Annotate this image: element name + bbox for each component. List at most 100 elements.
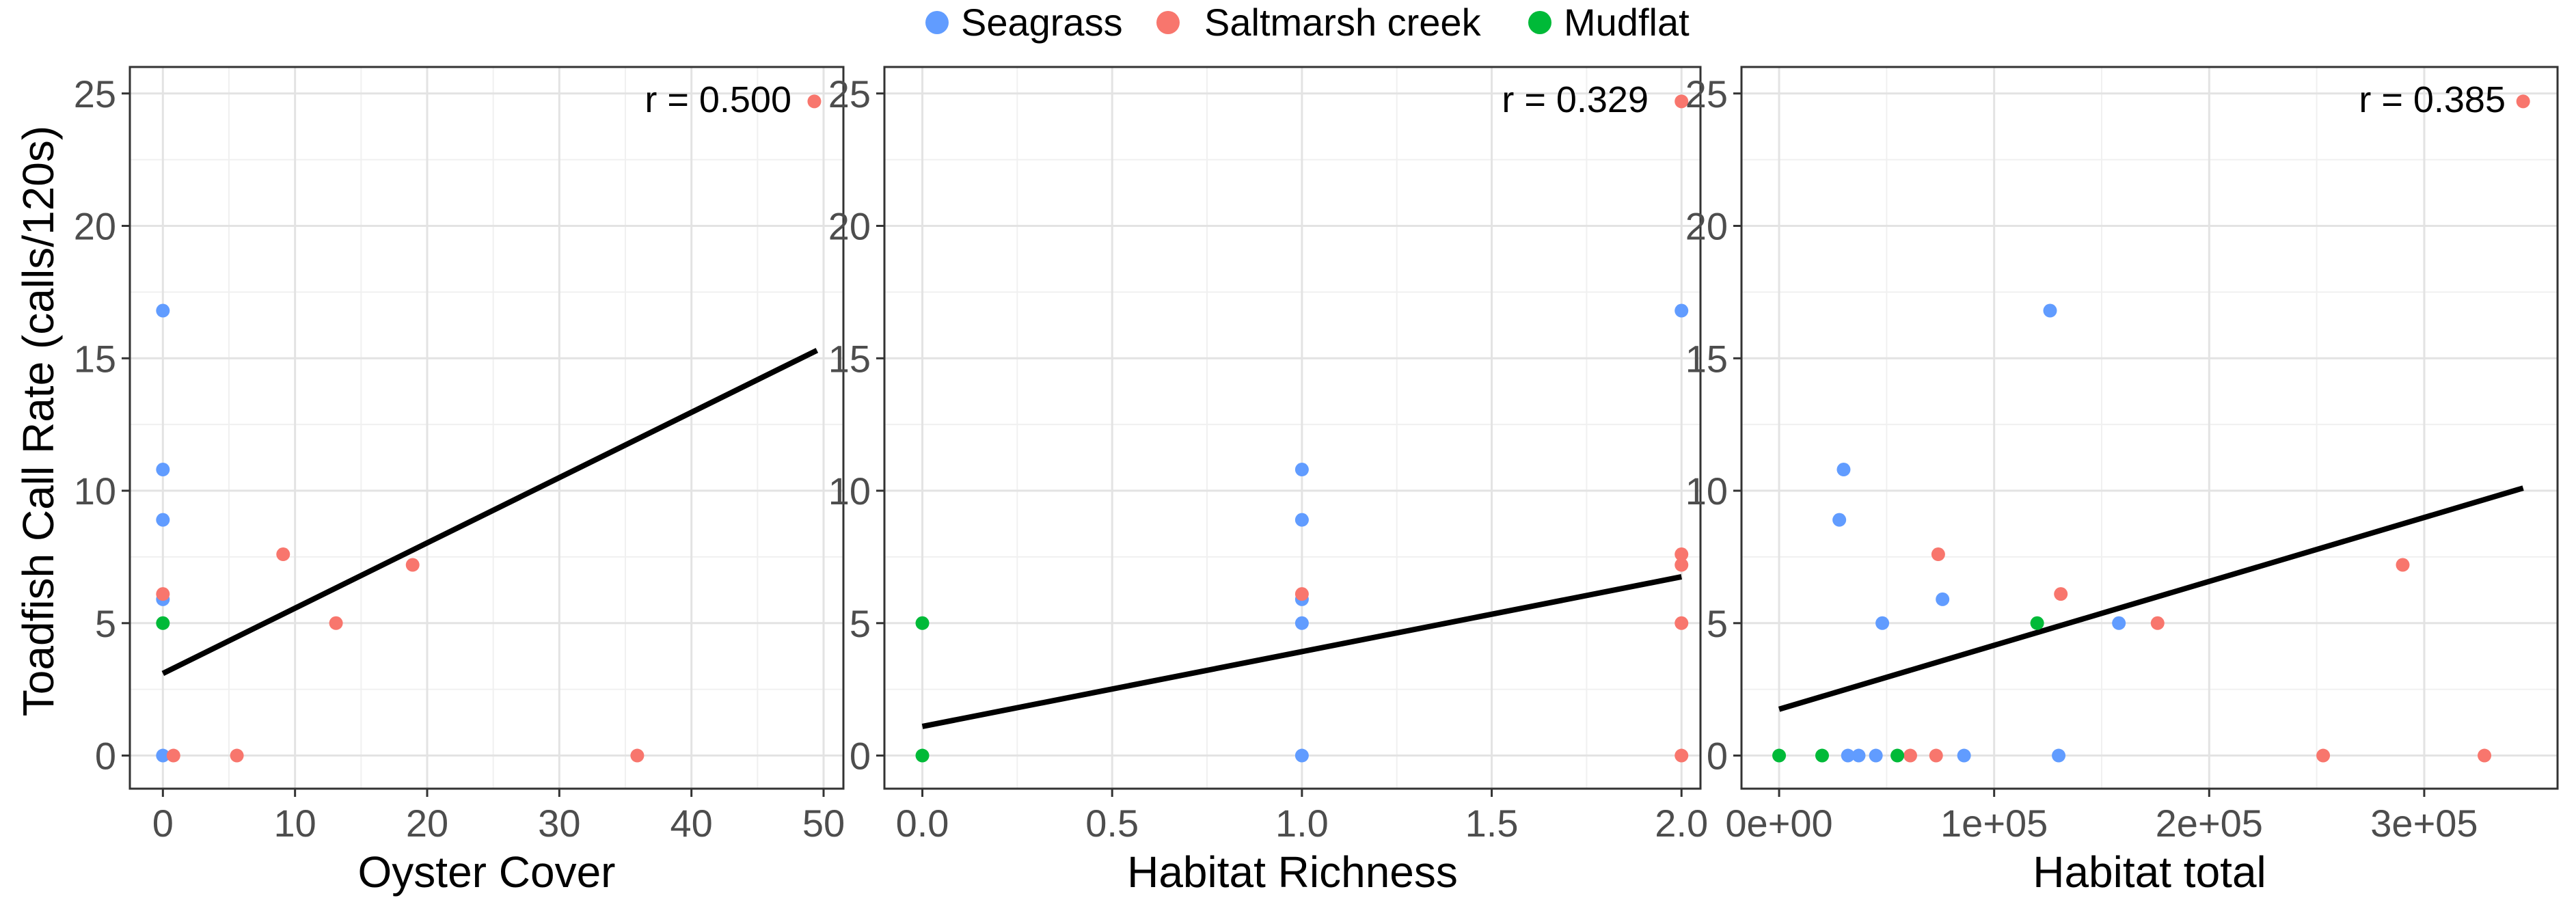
x-tick-label: 1.5 — [1465, 802, 1519, 845]
data-point-mudflat — [915, 748, 930, 763]
data-point-seagrass — [156, 513, 170, 527]
y-tick-label: 20 — [1685, 205, 1728, 248]
data-point-saltmarsh-creek — [1294, 587, 1309, 601]
x-tick-label: 2e+05 — [2156, 802, 2263, 845]
legend-label-1: Saltmarsh creek — [1204, 1, 1482, 44]
data-point-saltmarsh-creek — [405, 558, 420, 572]
data-point-seagrass — [1841, 748, 1855, 763]
x-tick-label: 0 — [152, 802, 174, 845]
legend-marker-0 — [925, 11, 949, 34]
data-point-saltmarsh-creek — [630, 748, 645, 763]
x-tick-label: 1.0 — [1275, 802, 1329, 845]
data-point-saltmarsh-creek — [2054, 587, 2068, 601]
y-tick-label: 15 — [1685, 337, 1728, 380]
data-point-mudflat — [915, 616, 930, 630]
data-point-seagrass — [1294, 463, 1309, 477]
data-point-seagrass — [156, 463, 170, 477]
y-tick-label: 0 — [1707, 735, 1728, 778]
data-point-seagrass — [1675, 303, 1689, 318]
data-point-saltmarsh-creek — [2478, 748, 2492, 763]
data-point-saltmarsh-creek — [1675, 558, 1689, 572]
y-tick-label: 20 — [74, 205, 116, 248]
panel-0: 0 5 10 15 20 25 0 10 20 30 40 50 r = 0.500 Oyster Cov… — [74, 66, 845, 897]
legend-label-2: Mudflat — [1564, 1, 1690, 44]
data-point-mudflat — [1815, 748, 1829, 763]
data-point-seagrass — [1832, 513, 1847, 527]
x-tick-label: 0e+00 — [1725, 802, 1832, 845]
data-point-seagrass — [2043, 303, 2057, 318]
x-tick-label: 50 — [802, 802, 845, 845]
y-tick-label: 25 — [74, 72, 116, 115]
data-point-seagrass — [156, 748, 170, 763]
data-point-seagrass — [1836, 463, 1851, 477]
data-point-saltmarsh-creek — [2516, 94, 2530, 109]
x-axis-title: Habitat Richness — [1127, 847, 1458, 897]
correlation-annotation: r = 0.329 — [1502, 79, 1649, 120]
y-tick-label: 15 — [74, 337, 116, 380]
data-point-saltmarsh-creek — [329, 616, 343, 630]
data-point-seagrass — [1869, 748, 1883, 763]
y-tick-label: 10 — [828, 470, 871, 513]
data-point-saltmarsh-creek — [2316, 748, 2331, 763]
regression-line — [921, 574, 1683, 729]
data-point-seagrass — [1936, 592, 1950, 606]
y-tick-label: 5 — [95, 602, 116, 645]
regression-line — [1778, 485, 2524, 712]
data-point-saltmarsh-creek — [1675, 616, 1689, 630]
data-point-saltmarsh-creek — [2396, 558, 2410, 572]
y-tick-label: 0 — [850, 735, 871, 778]
data-point-saltmarsh-creek — [166, 748, 180, 763]
x-tick-label: 20 — [406, 802, 448, 845]
y-tick-label: 10 — [1685, 470, 1728, 513]
y-tick-label: 15 — [828, 337, 871, 380]
data-point-seagrass — [2052, 748, 2066, 763]
data-point-seagrass — [1852, 748, 1866, 763]
data-point-saltmarsh-creek — [1903, 748, 1917, 763]
y-tick-label: 10 — [74, 470, 116, 513]
x-tick-label: 3e+05 — [2370, 802, 2478, 845]
regression-line — [161, 348, 819, 677]
data-point-seagrass — [1294, 748, 1309, 763]
legend-marker-1 — [1156, 11, 1180, 34]
y-tick-label: 25 — [1685, 72, 1728, 115]
panel-2: 0 5 10 15 20 25 0e+00 1e+05 2e+05 3e+05 r = 0.385 H… — [1685, 66, 2559, 897]
legend-label-0: Seagrass — [961, 1, 1123, 44]
x-axis-title: Oyster Cover — [358, 847, 616, 897]
y-tick-label: 25 — [828, 72, 871, 115]
data-point-mudflat — [156, 616, 170, 630]
data-point-saltmarsh-creek — [1675, 748, 1689, 763]
data-point-mudflat — [1890, 748, 1905, 763]
data-point-seagrass — [1294, 513, 1309, 527]
data-point-seagrass — [2112, 616, 2126, 630]
x-tick-label: 30 — [538, 802, 580, 845]
panel-border — [1740, 66, 2559, 790]
panel-border — [128, 66, 845, 790]
data-point-mudflat — [2030, 616, 2044, 630]
correlation-annotation: r = 0.500 — [645, 79, 791, 120]
x-tick-label: 2.0 — [1655, 802, 1708, 845]
data-point-saltmarsh-creek — [1675, 94, 1689, 109]
data-point-saltmarsh-creek — [807, 94, 822, 109]
data-point-seagrass — [1957, 748, 1971, 763]
x-axis-title: Habitat total — [2033, 847, 2266, 897]
data-point-saltmarsh-creek — [230, 748, 244, 763]
data-point-saltmarsh-creek — [2150, 616, 2165, 630]
data-point-seagrass — [1294, 616, 1309, 630]
panels: 0 5 10 15 20 25 0 10 20 30 40 50 r = 0.500 Oyster Cov… — [74, 66, 2559, 897]
data-point-saltmarsh-creek — [156, 587, 170, 601]
x-tick-label: 40 — [670, 802, 713, 845]
data-point-seagrass — [156, 303, 170, 318]
data-point-saltmarsh-creek — [1675, 547, 1689, 562]
data-point-seagrass — [1875, 616, 1890, 630]
x-tick-label: 10 — [274, 802, 316, 845]
legend-marker-2 — [1528, 11, 1551, 34]
panel-border — [883, 66, 1702, 790]
x-tick-label: 1e+05 — [1940, 802, 2048, 845]
y-tick-label: 0 — [95, 735, 116, 778]
data-point-saltmarsh-creek — [276, 547, 290, 562]
x-tick-label: 0.5 — [1085, 802, 1139, 845]
data-point-saltmarsh-creek — [1929, 748, 1943, 763]
panel-1: 0 5 10 15 20 25 0.0 0.5 1.0 1.5 2.0 r = 0.329 Habita… — [828, 66, 1708, 897]
x-tick-label: 0.0 — [896, 802, 949, 845]
